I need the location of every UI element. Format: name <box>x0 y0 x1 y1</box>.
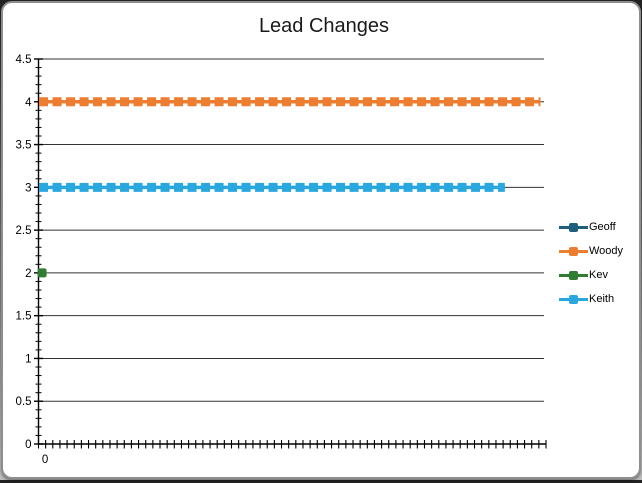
legend-item-geoff[interactable]: Geoff <box>559 215 642 239</box>
y-axis-tick-label: 1.5 <box>16 311 32 323</box>
y-axis-tick-label: 3.5 <box>16 140 32 152</box>
y-axis-tick-label: 0 <box>25 439 31 451</box>
legend-label: Woody <box>589 245 624 257</box>
series-kev[interactable] <box>37 268 47 278</box>
line-chart-plot-area[interactable]: 4.5 4 3.5 3 2.5 2 1.5 1 0.5 00 <box>3 3 642 483</box>
legend-item-woody[interactable]: Woody <box>559 239 642 263</box>
legend-marker-square <box>569 222 578 232</box>
legend-marker-icon <box>559 294 588 305</box>
legend-marker-icon <box>559 270 588 281</box>
legend-label: Kev <box>589 269 608 281</box>
y-axis-tick-label: 2 <box>25 268 31 280</box>
legend-label: Geoff <box>589 221 616 233</box>
legend-label: Keith <box>589 293 615 305</box>
x-axis-tick-label: 0 <box>42 454 48 466</box>
legend-marker-square <box>569 246 578 256</box>
legend-marker-square <box>569 294 578 304</box>
series-point-marker <box>37 268 47 278</box>
y-axis-tick-label: 3 <box>25 182 31 194</box>
y-axis-tick-label: 4 <box>25 97 32 109</box>
legend-item-keith[interactable]: Keith <box>559 287 642 311</box>
y-axis-tick-label: 2.5 <box>16 225 32 237</box>
chart-title: Lead Changes <box>258 15 390 37</box>
legend-marker-icon <box>559 222 588 233</box>
y-axis-tick-label: 1 <box>25 353 31 365</box>
y-axis-tick-label: 0.5 <box>16 396 32 408</box>
legend-item-kev[interactable]: Kev <box>559 263 642 287</box>
chart-legend: Geoff Woody Kev Keith <box>559 215 642 311</box>
legend-marker-icon <box>559 246 588 257</box>
y-axis-tick-label: 4.5 <box>16 54 32 66</box>
legend-marker-square <box>569 270 578 280</box>
